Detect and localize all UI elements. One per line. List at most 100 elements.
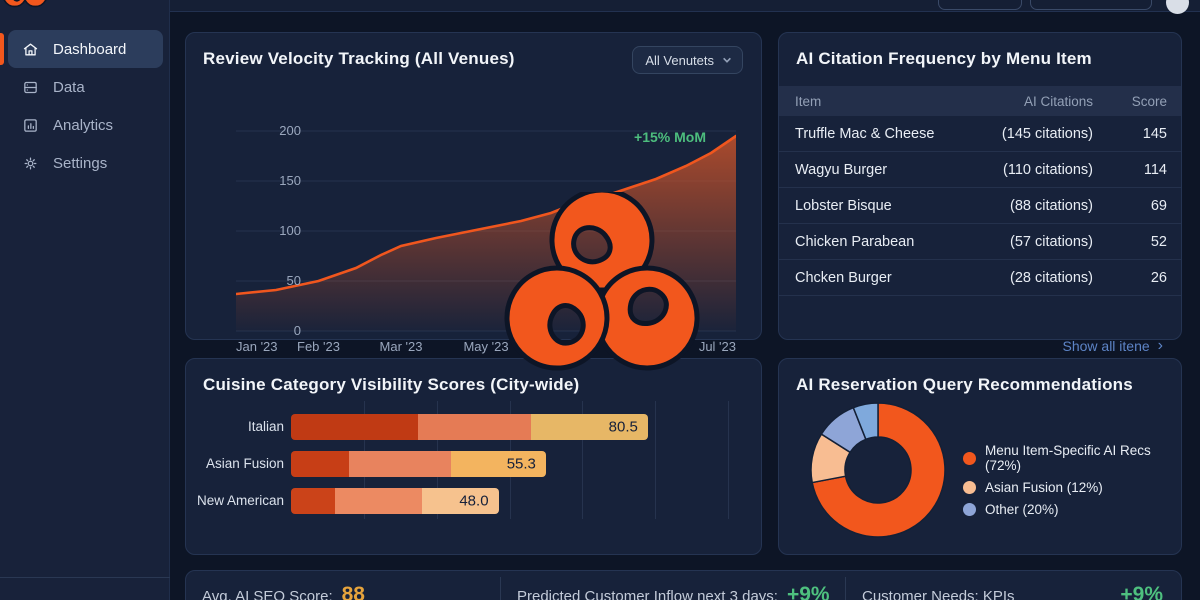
table-row[interactable]: Chcken Burger (28 citations) 26: [779, 260, 1181, 296]
topbar-button-1[interactable]: [938, 0, 1022, 10]
cell-item: Truffle Mac & Cheese: [795, 125, 935, 142]
bar-segment: 80.5: [531, 414, 648, 440]
kpi-value: +9%: [1120, 583, 1163, 600]
trend-line: [236, 134, 736, 296]
table-header: Item AI Citations Score: [779, 86, 1181, 116]
sidebar-item-label: Dashboard: [53, 40, 127, 58]
sidebar-divider: [0, 577, 170, 578]
sidebar: Dashboard Data Analytics Settings: [0, 0, 170, 600]
cell-score: 26: [1150, 269, 1167, 286]
legend-dot: [963, 481, 976, 494]
cell-item: Chcken Burger: [795, 269, 892, 286]
table-row[interactable]: Lobster Bisque (88 citations) 69: [779, 188, 1181, 224]
show-all-items-label: Show all itene: [1062, 338, 1150, 354]
show-all-items-link[interactable]: Show all itene ›: [1062, 337, 1164, 355]
table-row[interactable]: Truffle Mac & Cheese (145 citations) 145: [779, 116, 1181, 152]
sidebar-nav: Dashboard Data Analytics Settings: [0, 30, 169, 182]
home-icon: [23, 43, 38, 55]
cell-citations: (110 citations): [1003, 161, 1093, 178]
stacked-bar: 48.0: [291, 488, 499, 514]
kpi-bottom-bar: Avg. AI SEO Score: 88 Predicted Customer I…: [185, 570, 1182, 600]
bar-segment: [291, 488, 335, 514]
sidebar-item-label: Analytics: [53, 116, 114, 134]
bar-segment: [291, 414, 419, 440]
cell-item: Lobster Bisque: [795, 197, 892, 214]
y-tick-label: 50: [286, 273, 301, 288]
donut-chart: [810, 402, 946, 538]
topbar: [170, 0, 1200, 14]
settings-icon: [24, 157, 37, 169]
column-score: Score: [1131, 93, 1167, 109]
panel-title: Cuisine Category Visibility Scores (City…: [203, 375, 580, 394]
column-ai-citations: AI Citations: [1023, 93, 1093, 109]
sidebar-item-dashboard[interactable]: Dashboard: [0, 30, 163, 68]
kpi-label: Predicted Customer Inflow next 3 days:: [517, 588, 778, 600]
legend-label: Other (20%): [985, 502, 1059, 517]
panel-cuisine-visibility: Cuisine Category Visibility Scores (City…: [185, 358, 762, 584]
kpi-stat: Avg. AI SEO Score: 88: [186, 571, 500, 600]
cell-citations: (88 citations): [1009, 197, 1093, 214]
cell-item: Chicken Parabean: [795, 233, 915, 250]
legend-item: Menu Item-Specific AI Recs (72%): [963, 443, 1181, 473]
y-tick-label: 0: [293, 323, 301, 338]
x-tick-label: Jan '23: [236, 339, 278, 354]
brand-logo-icon: [2, 0, 48, 8]
x-tick-label: Mar '23: [379, 339, 423, 354]
avatar[interactable]: [1166, 0, 1189, 14]
bar-value-label: 48.0: [459, 492, 489, 510]
stacked-bar: 55.3: [291, 451, 546, 477]
cell-score: 69: [1150, 197, 1167, 214]
sidebar-item-label: Data: [53, 78, 85, 96]
donut-legend: Menu Item-Specific AI Recs (72%) Asian Fu…: [963, 443, 1181, 517]
stacked-bar: 80.5: [291, 414, 648, 440]
donut-slice: [811, 402, 946, 538]
kpi-value: 88: [341, 583, 365, 600]
y-tick-label: 150: [279, 173, 301, 188]
legend-dot: [963, 451, 976, 465]
growth-annotation: +15% MoM: [634, 129, 706, 145]
table-row[interactable]: Wagyu Burger (110 citations) 114: [779, 152, 1181, 188]
cell-citations: (145 citations): [1001, 125, 1093, 142]
topbar-button-2[interactable]: [1030, 0, 1152, 10]
panel-title: AI Reservation Query Recommendations: [796, 375, 1133, 394]
bar-segment: [334, 488, 423, 514]
active-accent-bar: [0, 33, 4, 65]
sidebar-item-analytics[interactable]: Analytics: [8, 106, 163, 144]
venue-filter-dropdown[interactable]: All Venutets: [632, 46, 743, 74]
chevron-down-icon: [723, 57, 731, 63]
donut-slice: [852, 402, 879, 441]
citations-table: Item AI Citations Score Truffle Mac & Ch…: [779, 86, 1181, 296]
column-item: Item: [795, 93, 822, 109]
legend-item: Other (20%): [963, 502, 1181, 517]
bar-segment: 48.0: [422, 488, 499, 514]
legend-dot: [963, 503, 976, 516]
sidebar-item-settings[interactable]: Settings: [8, 144, 163, 182]
bar-segment: 55.3: [451, 451, 546, 477]
bar-value-label: 55.3: [506, 455, 536, 473]
kpi-value: +9%: [786, 583, 830, 600]
sidebar-item-label: Settings: [53, 154, 108, 172]
x-tick-label: May '23: [463, 339, 509, 354]
kpi-stat: Customer Needs: KPIs +9%: [846, 571, 1181, 600]
bar-segment: [418, 414, 532, 440]
y-tick-label: 200: [279, 123, 301, 138]
gridline: [655, 401, 657, 519]
y-tick-label: 100: [279, 223, 301, 238]
data-icon: [24, 81, 37, 93]
cell-score: 52: [1150, 233, 1167, 250]
table-row[interactable]: Chicken Parabean (57 citations) 52: [779, 224, 1181, 260]
stat-divider: [500, 577, 501, 600]
panel-title: Review Velocity Tracking (All Venues): [203, 49, 515, 68]
panel-reservation-recs: AI Reservation Query Recommendations Men…: [778, 358, 1182, 555]
chevron-right-icon: ›: [1157, 337, 1163, 354]
stat-divider: [845, 577, 846, 600]
panel-ai-citations: AI Citation Frequency by Menu Item Item …: [778, 32, 1182, 354]
table-body: Truffle Mac & Cheese (145 citations) 145 Wa…: [779, 116, 1181, 296]
cell-score: 145: [1142, 125, 1167, 142]
bar-value-label: 80.5: [608, 418, 638, 436]
sidebar-item-data[interactable]: Data: [8, 68, 163, 106]
gridline: [582, 401, 584, 519]
venue-filter-label: All Venutets: [645, 52, 714, 68]
stacked-bar-chart: 80.555.348.0020406080100120: [287, 401, 739, 584]
kpi-label: Avg. AI SEO Score:: [202, 588, 333, 600]
